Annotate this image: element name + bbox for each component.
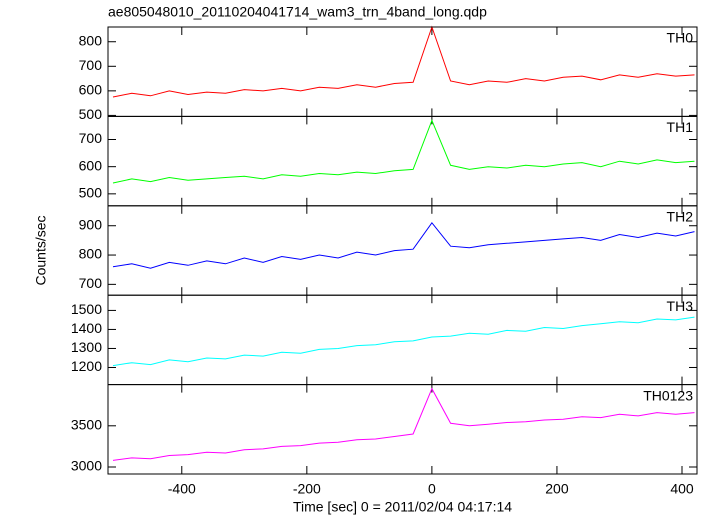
data-line — [112, 387, 695, 461]
chart-title: ae805048010_20110204041714_wam3_trn_4ban… — [108, 4, 487, 20]
y-tick-label: 1200 — [71, 358, 102, 374]
panel-frame — [107, 26, 698, 117]
y-axis-label: Counts/sec — [33, 215, 49, 285]
x-axis-label: Time [sec] 0 = 2011/02/04 04:17:14 — [293, 499, 512, 515]
y-tick-label: 1500 — [71, 301, 102, 317]
data-line — [112, 119, 695, 184]
legend-label: TH0 — [667, 30, 694, 46]
data-line — [112, 25, 695, 98]
panel-frame — [107, 115, 698, 207]
panel-frame — [107, 294, 698, 386]
y-tick-label: 500 — [79, 106, 103, 122]
y-tick-label: 700 — [79, 275, 103, 291]
y-tick-label: 500 — [79, 185, 103, 201]
x-tick-label: -400 — [168, 481, 196, 497]
y-tick-label: 1300 — [71, 339, 102, 355]
panel-frame — [107, 205, 698, 296]
x-tick-label: 200 — [545, 481, 569, 497]
data-line — [112, 316, 695, 367]
y-tick-label: 800 — [79, 246, 103, 262]
x-tick-label: 400 — [670, 481, 694, 497]
legend-label: TH0123 — [643, 387, 693, 403]
y-tick-label: 600 — [79, 157, 103, 173]
legend-label: TH2 — [667, 209, 694, 225]
y-tick-label: 600 — [79, 82, 103, 98]
legend-label: TH3 — [667, 298, 694, 314]
legend-label: TH1 — [667, 119, 694, 135]
x-tick-label: -200 — [293, 481, 321, 497]
x-tick-label: 0 — [428, 481, 436, 497]
y-tick-label: 700 — [79, 130, 103, 146]
panel-frame — [107, 384, 698, 475]
y-tick-label: 700 — [79, 57, 103, 73]
y-tick-label: 900 — [79, 216, 103, 232]
y-tick-label: 3000 — [71, 458, 102, 474]
y-tick-label: 3500 — [71, 417, 102, 433]
y-tick-label: 1400 — [71, 320, 102, 336]
data-line — [112, 221, 695, 269]
y-tick-label: 800 — [79, 32, 103, 48]
